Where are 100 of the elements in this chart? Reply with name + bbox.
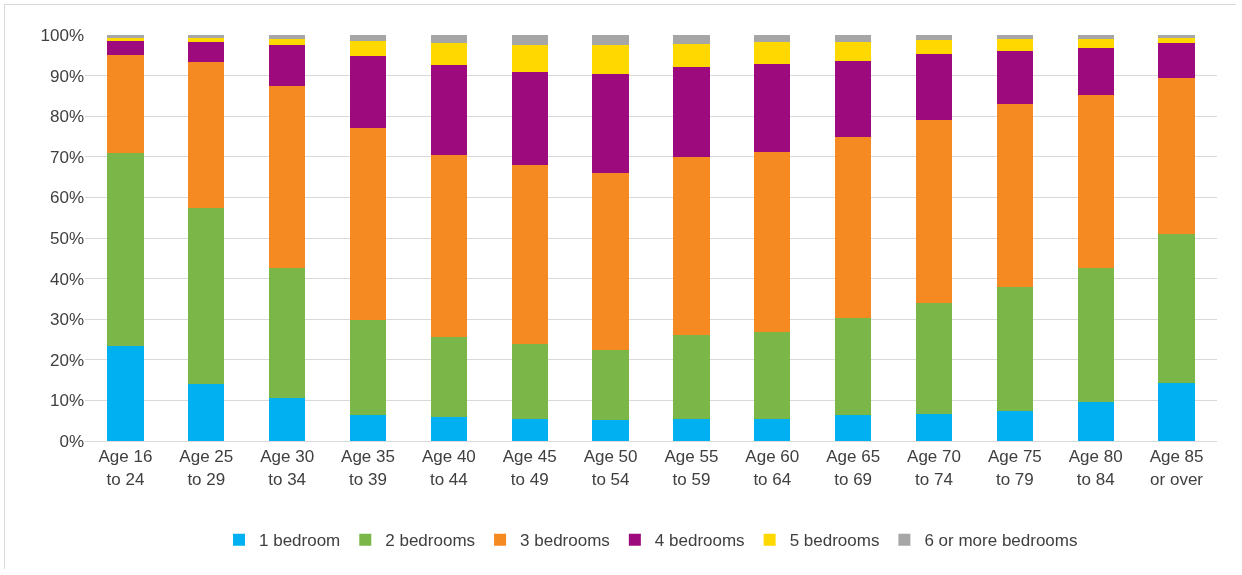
bar: [268, 45, 306, 86]
bar: [430, 35, 468, 44]
bar: [915, 413, 953, 441]
y-tick-label: 90%: [49, 66, 84, 86]
x-tick-label: Age 55 to 59: [664, 447, 719, 489]
bar: [430, 416, 468, 441]
bar: [834, 415, 872, 441]
bar: [1158, 43, 1195, 78]
bar: [1077, 401, 1114, 441]
bar: [673, 418, 710, 441]
bar: [754, 35, 791, 43]
bar: [915, 302, 953, 414]
bar: [268, 35, 306, 40]
bar: [754, 332, 791, 419]
x-tick-label: Age 65 to 69: [826, 447, 881, 489]
bar: [834, 136, 872, 318]
bar: [996, 410, 1034, 441]
bar: [188, 62, 225, 209]
bar: [1158, 37, 1195, 44]
x-tick-label: Age 35 to 39: [341, 447, 395, 489]
bar: [754, 151, 791, 333]
bar: [673, 43, 710, 68]
bar: [592, 173, 629, 350]
bar: [592, 419, 629, 441]
x-tick-label: Age 40 to 44: [421, 447, 476, 489]
bar: [915, 39, 953, 55]
bar: [592, 35, 629, 46]
y-tick-label: 40%: [49, 269, 84, 289]
bar: [107, 55, 144, 153]
bar: [268, 398, 306, 441]
bar: [834, 60, 872, 137]
legend-label: 5 bedrooms: [789, 531, 880, 551]
bar: [915, 120, 953, 303]
y-tick-label: 70%: [49, 147, 84, 167]
x-tick-label: Age 16 to 24: [98, 447, 153, 489]
bar: [1158, 35, 1195, 38]
legend-label: 4 bedrooms: [654, 531, 745, 551]
bar: [188, 208, 225, 385]
bar: [511, 45, 548, 72]
bar: [1077, 35, 1114, 40]
x-tick-label: Age 25 to 29: [179, 447, 234, 489]
bar: [349, 35, 387, 42]
y-tick-label: 50%: [49, 228, 84, 248]
bar: [188, 35, 225, 38]
bar: [107, 37, 144, 42]
bar: [996, 39, 1034, 52]
y-tick-label: 20%: [49, 350, 84, 370]
bar: [349, 414, 387, 441]
bar: [430, 337, 468, 417]
bar: [268, 267, 306, 399]
bar: [511, 71, 548, 165]
bar: [1158, 233, 1195, 383]
y-tick-label: 30%: [49, 310, 84, 330]
bar: [834, 35, 872, 43]
bar: [107, 41, 144, 56]
bar: [673, 35, 710, 44]
bar: [915, 35, 953, 40]
bar: [996, 286, 1034, 411]
bar: [107, 152, 144, 346]
bar: [754, 418, 791, 441]
bar: [268, 85, 306, 268]
bar: [511, 343, 548, 420]
bar: [511, 419, 548, 441]
x-tick-label: Age 75 to 79: [987, 447, 1042, 489]
bar: [754, 64, 791, 152]
bar: [673, 156, 710, 336]
bar: [915, 54, 953, 121]
y-tick-label: 80%: [49, 107, 84, 127]
bar: [1158, 77, 1195, 234]
bar: [511, 164, 548, 344]
bar: [188, 41, 225, 63]
bar: [834, 42, 872, 61]
bar: [592, 349, 629, 420]
bar: [673, 335, 710, 419]
legend-label: 6 or more bedrooms: [924, 531, 1078, 551]
bar: [834, 317, 872, 416]
legend-label: 1 bedroom: [259, 531, 341, 551]
bar: [996, 35, 1034, 40]
bar: [430, 154, 468, 338]
bar: [1077, 47, 1114, 95]
bar: [1077, 39, 1114, 48]
bar: [349, 128, 387, 321]
bar: [1077, 94, 1114, 269]
bar: [1077, 268, 1114, 402]
y-tick-label: 0%: [59, 431, 84, 451]
bar: [107, 345, 144, 441]
x-tick-label: Age 50 to 54: [583, 447, 638, 489]
bar: [430, 43, 468, 65]
y-tick-label: 100%: [40, 25, 84, 45]
bar: [996, 51, 1034, 105]
bar: [511, 35, 548, 46]
bar: [592, 45, 629, 74]
bar: [996, 104, 1034, 287]
bar: [349, 56, 387, 129]
x-tick-label: Age 30 to 34: [260, 447, 315, 489]
bar: [349, 320, 387, 415]
y-tick-label: 10%: [49, 391, 84, 411]
bar: [268, 39, 306, 46]
y-tick-label: 60%: [49, 188, 84, 208]
bar: [592, 73, 629, 174]
